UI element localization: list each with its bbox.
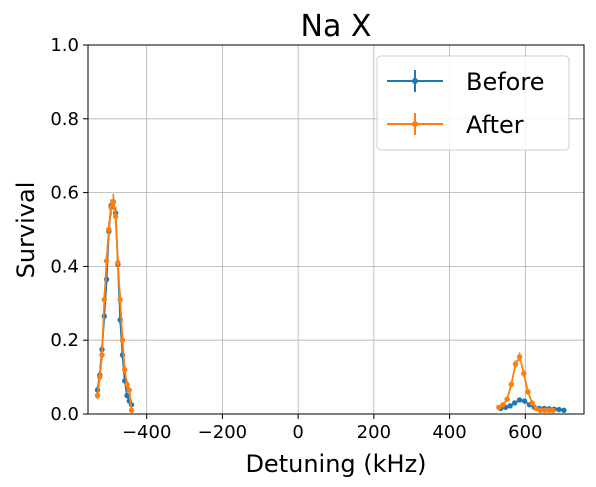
data-point <box>525 389 531 395</box>
data-point <box>537 407 544 414</box>
data-point <box>521 370 527 377</box>
data-point <box>108 204 114 211</box>
data-point <box>516 397 523 403</box>
data-point <box>516 354 523 360</box>
data-point <box>112 213 119 220</box>
legend-swatch-before-marker <box>412 78 418 84</box>
data-point <box>103 258 110 264</box>
data-point <box>496 404 502 411</box>
axis-ticks: −400 −200 0 200 400 600 0.0 0.2 0.4 0.6 0.8 1.0 <box>50 35 542 443</box>
data-point <box>529 400 535 406</box>
legend-label-after: After <box>466 111 524 139</box>
data-point <box>119 337 126 343</box>
legend-label-before: Before <box>466 68 544 96</box>
y-tick-label: 0.6 <box>50 183 79 204</box>
x-tick-label: −200 <box>198 422 247 443</box>
data-point <box>122 367 128 373</box>
y-tick-label: 0.4 <box>50 256 79 277</box>
data-point <box>99 352 105 358</box>
x-tick-label: −400 <box>122 422 171 443</box>
data-point <box>101 296 107 303</box>
y-axis-label: Survival <box>12 182 40 279</box>
data-point <box>561 407 567 414</box>
data-point <box>128 407 135 414</box>
data-point <box>94 392 101 399</box>
y-tick-label: 1.0 <box>50 35 79 56</box>
data-point <box>541 407 548 414</box>
data-point <box>508 381 515 388</box>
legend-swatch-after-marker <box>412 121 418 127</box>
x-tick-label: 600 <box>508 422 542 443</box>
data-point <box>504 396 510 402</box>
series-line-after <box>96 198 133 411</box>
data-point <box>507 403 513 409</box>
data-point <box>556 406 562 413</box>
data-point <box>110 199 117 205</box>
data-point <box>126 387 132 393</box>
chart-title: Na X <box>301 9 372 44</box>
x-tick-label: 400 <box>432 422 466 443</box>
legend: Before After <box>376 55 570 151</box>
data-point <box>512 400 518 406</box>
series-after <box>94 193 556 414</box>
y-tick-label: 0.8 <box>50 109 79 130</box>
data-point <box>521 398 528 404</box>
data-series <box>94 193 567 414</box>
data-point <box>500 402 506 408</box>
x-tick-label: 0 <box>292 422 303 443</box>
data-point <box>546 407 552 414</box>
data-point <box>97 374 103 380</box>
plot-frame <box>87 44 585 415</box>
data-point <box>115 260 121 266</box>
legend-box <box>376 55 570 151</box>
y-tick-label: 0.2 <box>50 330 79 351</box>
data-point <box>106 226 112 233</box>
x-axis-label: Detuning (kHz) <box>245 450 426 478</box>
y-tick-label: 0.0 <box>50 404 79 425</box>
data-point <box>124 381 130 388</box>
data-point <box>117 296 123 303</box>
data-point <box>550 407 556 414</box>
data-point <box>512 361 519 367</box>
data-point <box>533 405 539 412</box>
x-tick-label: 200 <box>357 422 391 443</box>
data-point <box>124 392 130 399</box>
